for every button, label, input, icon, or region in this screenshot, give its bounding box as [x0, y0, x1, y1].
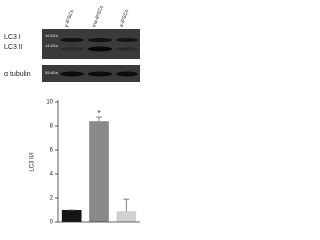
- y-tick-label: 8: [50, 124, 54, 130]
- bar: [61, 210, 82, 222]
- size-label: 16 kDa: [45, 33, 58, 38]
- blot: LC3 I LC3 II α tubulin 16 kDa 14 kDa 55 …: [4, 4, 140, 82]
- y-axis-label: LC3 II/I: [30, 152, 36, 172]
- size-label: 14 kDa: [45, 43, 58, 48]
- loading-label: α tubulin: [4, 71, 31, 78]
- y-tick-label: 6: [50, 148, 54, 154]
- band: [88, 71, 112, 77]
- blot-panel: [42, 29, 140, 59]
- y-tick-label: 2: [50, 196, 54, 202]
- figure: LC3 I LC3 II α tubulin 16 kDa 14 kDa 55 …: [4, 4, 140, 226]
- bar: [89, 121, 109, 222]
- lane-label: y-iPSCs: [63, 9, 75, 28]
- band: [116, 71, 138, 77]
- band: [116, 47, 138, 51]
- lane-label: a-iPSCs: [118, 8, 130, 28]
- band-label: LC3 I: [4, 34, 21, 41]
- lane-label: ma-iPSCs: [91, 4, 105, 28]
- band-label: LC3 II: [4, 44, 23, 51]
- y-tick-label: 10: [46, 100, 53, 106]
- band: [116, 38, 138, 42]
- band: [60, 38, 84, 42]
- band: [61, 47, 83, 51]
- bar: [116, 211, 137, 222]
- y-tick-label: 4: [50, 172, 54, 178]
- band: [60, 71, 84, 77]
- size-label: 55 kDa: [45, 70, 58, 75]
- annotation: *: [97, 109, 100, 118]
- band: [88, 46, 112, 52]
- y-tick-label: 0: [50, 220, 54, 226]
- band: [88, 38, 112, 42]
